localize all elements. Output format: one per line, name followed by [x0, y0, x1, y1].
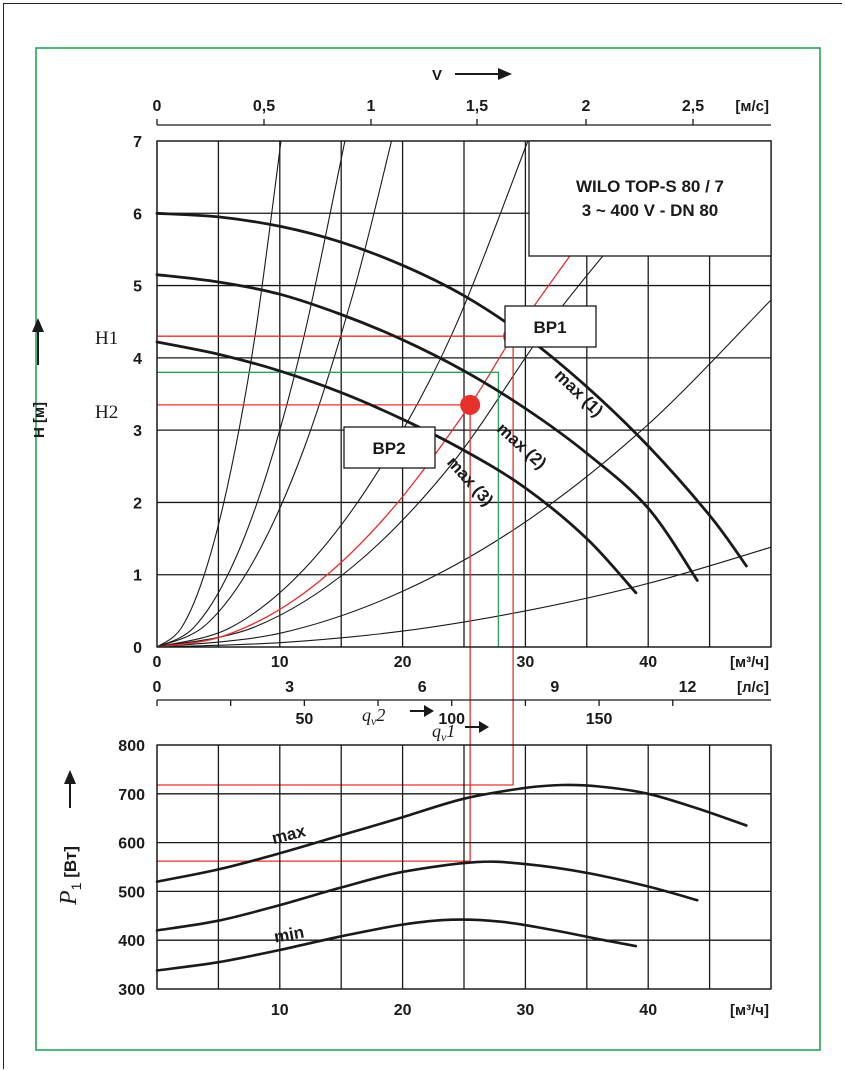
power-axes: 300 400 500 600 700 800 10 20 30 40 [м³/ч] P1 [Вт]: [56, 738, 772, 1019]
ls-tick: 6: [418, 679, 427, 696]
bp2-box: [343, 426, 436, 469]
pump-curve: [155, 273, 699, 582]
velocity-arrow-head: [498, 68, 512, 80]
flow-label: qv2: [362, 705, 385, 728]
power-curve: [155, 783, 748, 883]
secondary-flow-tick: 150: [586, 711, 613, 728]
system-curve: [156, 140, 346, 648]
power-curve-label-max: max: [270, 821, 308, 848]
power-y-label: P1 [Вт]: [56, 846, 84, 906]
power-x-tick: 30: [517, 1002, 535, 1019]
system-curve: [156, 140, 393, 648]
head-y-tick: 5: [133, 279, 142, 296]
velocity-tick: 2,5: [682, 98, 704, 115]
green-frame: [35, 47, 821, 1051]
head-y-tick: 0: [133, 640, 142, 657]
power-grid: [156, 744, 772, 990]
system-curve: [156, 140, 529, 648]
bp2-label: BP2: [372, 439, 405, 458]
power-curve-label-min: min: [273, 923, 306, 947]
head-x-tick: 40: [639, 654, 657, 671]
velocity-tick: 2: [582, 98, 591, 115]
velocity-tick: 1,5: [466, 98, 488, 115]
velocity-label: V: [432, 67, 442, 84]
power-x-unit: [м³/ч]: [730, 1002, 769, 1019]
velocity-tick: 0,5: [253, 98, 275, 115]
bp1-label: BP1: [533, 318, 566, 337]
power-x-tick: 40: [639, 1002, 657, 1019]
system-curve: [156, 546, 772, 648]
power-y-tick: 600: [118, 836, 145, 853]
power-x-tick: 10: [271, 1002, 289, 1019]
page-border: [3, 3, 842, 1069]
power-curves: max min: [155, 783, 748, 972]
velocity-unit: [м/с]: [735, 98, 769, 115]
pump-curve-label: max (2): [493, 419, 550, 473]
operating-point-marker: [460, 394, 481, 415]
power-y-tick: 500: [118, 884, 145, 901]
flow-arrow-head: [424, 705, 434, 717]
head-x-unit: [м³/ч]: [730, 654, 769, 671]
pump-curve: [155, 211, 748, 568]
secondary-flow-tick: 100: [438, 711, 465, 728]
power-y-tick: 800: [118, 738, 145, 755]
title-box: [528, 140, 772, 257]
h1-label: H1: [95, 328, 118, 349]
chart-title-line2: 3 ~ 400 V - DN 80: [582, 201, 719, 220]
head-y-arrow-head: [32, 318, 44, 332]
velocity-tick: 0: [153, 98, 162, 115]
flow-label: qv1: [432, 721, 455, 744]
power-y-arrow-head: [64, 770, 76, 784]
h2-label: H2: [95, 402, 118, 423]
head-y-tick: 1: [133, 568, 142, 585]
head-plot-frame: [156, 140, 772, 648]
power-plot-frame: [156, 744, 772, 990]
head-y-tick: 6: [133, 206, 142, 223]
head-y-tick: 7: [133, 134, 142, 151]
power-x-tick: 20: [394, 1002, 412, 1019]
head-x-tick: 30: [517, 654, 535, 671]
power-curve: [155, 918, 638, 972]
ls-tick: 12: [679, 679, 697, 696]
head-x-tick: 0: [153, 654, 162, 671]
pump-curves: [155, 211, 748, 595]
system-curve: [156, 299, 772, 648]
flow-arrow-head: [479, 721, 489, 733]
power-y-tick: 300: [118, 982, 145, 999]
chart-title-line1: WILO TOP-S 80 / 7: [576, 177, 724, 196]
power-curve: [155, 860, 699, 932]
velocity-tick: 1: [367, 98, 376, 115]
bp1-box: [504, 305, 597, 348]
system-curve: [156, 140, 282, 648]
head-y-tick: 3: [133, 423, 142, 440]
secondary-flow-tick: 50: [295, 711, 313, 728]
head-y-tick: 2: [133, 495, 142, 512]
system-curves: [156, 140, 772, 648]
power-y-tick: 700: [118, 787, 145, 804]
ls-tick: 3: [285, 679, 294, 696]
head-y-label: H [м]: [31, 402, 48, 438]
ls-unit: [л/с]: [737, 679, 769, 696]
head-y-tick: 4: [133, 351, 142, 368]
ls-tick: 0: [153, 679, 162, 696]
pump-curve-label: max (1): [551, 366, 607, 421]
head-x-tick: 10: [271, 654, 289, 671]
power-y-tick: 400: [118, 933, 145, 950]
head-x-tick: 20: [394, 654, 412, 671]
green-reference-line: [157, 371, 500, 647]
pump-curve: [155, 340, 638, 595]
ls-tick: 9: [550, 679, 559, 696]
